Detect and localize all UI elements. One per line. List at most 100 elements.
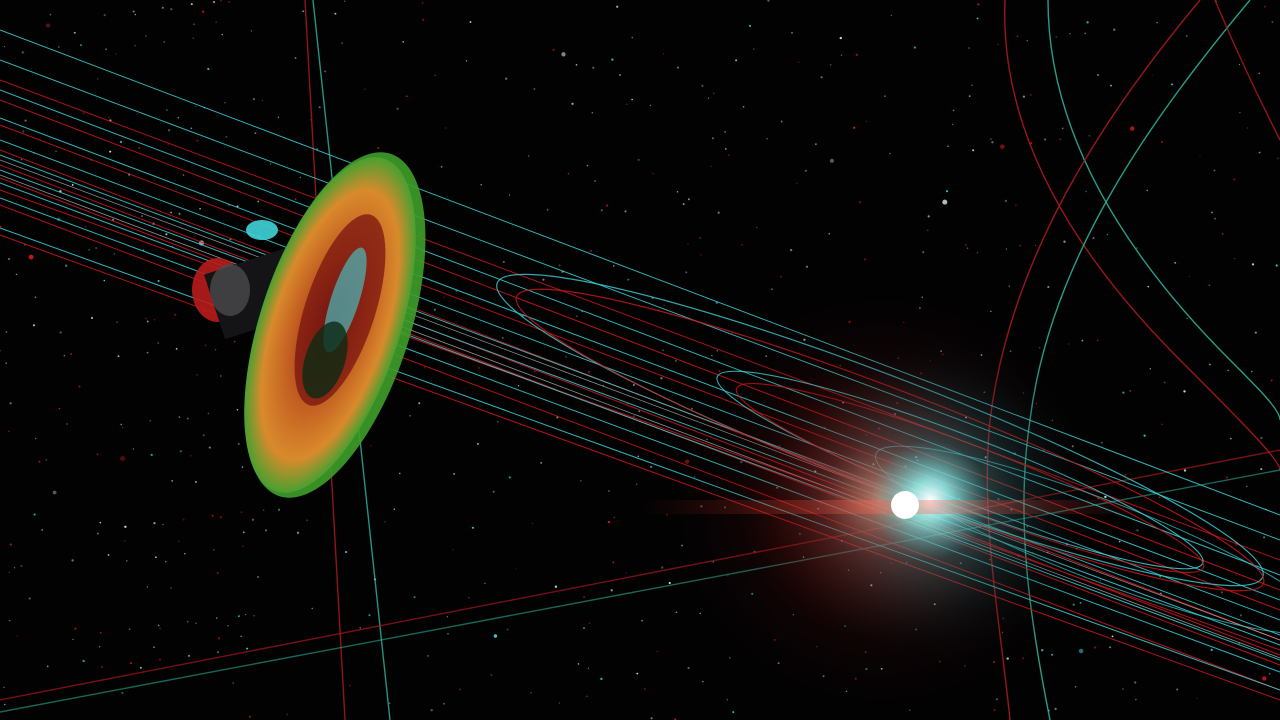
star <box>162 523 164 526</box>
star <box>0 225 2 228</box>
star <box>178 540 180 542</box>
star <box>187 654 191 657</box>
star <box>349 684 351 687</box>
star <box>587 370 590 373</box>
star <box>613 265 615 267</box>
star <box>552 48 555 52</box>
star <box>444 127 447 129</box>
sun[interactable] <box>640 270 1160 720</box>
star <box>637 455 639 457</box>
star <box>465 60 468 62</box>
star <box>727 154 730 157</box>
star <box>702 680 704 683</box>
star <box>9 543 12 546</box>
star <box>865 120 868 123</box>
star <box>363 88 366 91</box>
star <box>1054 707 1057 711</box>
star <box>1051 653 1054 656</box>
star <box>99 521 102 524</box>
star <box>442 702 445 705</box>
star <box>145 35 147 37</box>
star <box>116 321 118 323</box>
star <box>21 51 24 54</box>
star <box>33 513 36 516</box>
star <box>286 713 289 716</box>
star <box>502 337 504 339</box>
star <box>1129 389 1132 392</box>
star <box>1251 370 1253 373</box>
star <box>166 109 168 111</box>
star <box>652 172 654 175</box>
star <box>625 572 628 574</box>
star <box>8 258 10 260</box>
star <box>115 53 117 55</box>
star <box>913 46 917 49</box>
star <box>600 209 603 212</box>
star <box>676 191 679 193</box>
star <box>38 460 41 463</box>
star <box>1074 685 1077 688</box>
star <box>311 607 313 610</box>
star <box>418 402 421 405</box>
star <box>399 472 401 475</box>
star <box>662 349 665 352</box>
star <box>216 617 218 619</box>
star <box>890 14 892 17</box>
star <box>707 97 710 99</box>
star <box>575 64 578 66</box>
star <box>804 169 807 172</box>
star <box>700 254 702 256</box>
star <box>922 251 925 254</box>
star <box>359 627 361 629</box>
star <box>422 18 425 21</box>
spacecraft[interactable] <box>192 131 462 520</box>
star <box>1271 21 1274 23</box>
star <box>103 14 106 17</box>
star <box>1160 140 1163 144</box>
star <box>20 158 23 161</box>
star <box>565 356 567 358</box>
star <box>178 212 181 215</box>
star <box>237 615 240 618</box>
star <box>1147 285 1150 288</box>
star <box>253 615 255 617</box>
star <box>558 702 560 704</box>
star <box>600 677 603 681</box>
star <box>396 107 399 110</box>
star <box>770 288 773 291</box>
star <box>638 410 641 413</box>
star <box>687 666 690 669</box>
star <box>699 236 702 239</box>
star <box>1209 363 1211 366</box>
star <box>45 459 48 461</box>
star <box>1235 574 1238 576</box>
star <box>370 445 372 447</box>
star <box>1211 211 1213 214</box>
star <box>583 596 586 598</box>
star <box>506 628 509 631</box>
star <box>947 145 949 147</box>
star <box>1244 59 1246 61</box>
star <box>99 646 101 648</box>
star <box>1149 368 1151 370</box>
star <box>612 561 615 564</box>
star <box>453 472 456 475</box>
star <box>1106 233 1108 236</box>
star <box>660 377 663 380</box>
star <box>227 624 229 627</box>
star <box>217 651 220 654</box>
star <box>675 611 678 614</box>
star <box>447 633 449 635</box>
star <box>105 48 107 50</box>
star <box>508 194 511 196</box>
star <box>710 165 712 167</box>
star <box>3 45 6 48</box>
star <box>257 575 260 579</box>
star <box>567 172 570 175</box>
star <box>796 182 798 184</box>
star <box>219 516 223 519</box>
star <box>576 315 578 318</box>
